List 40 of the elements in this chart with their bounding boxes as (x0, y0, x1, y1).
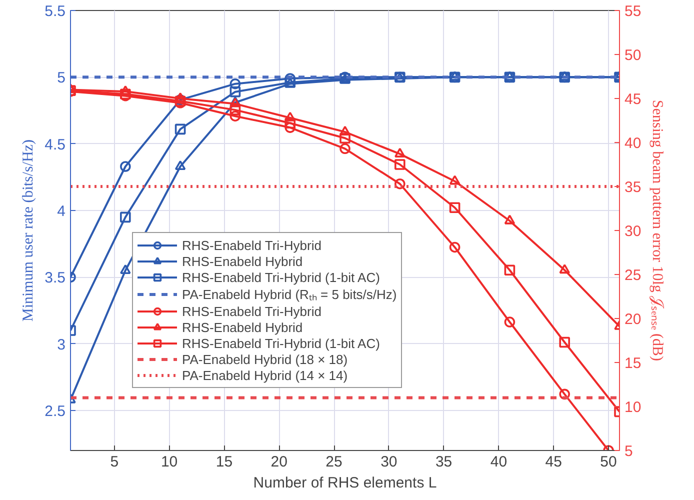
x-tick-label: 40 (490, 454, 508, 470)
y2-tick-label: 35 (624, 179, 642, 196)
x-tick-label: 45 (545, 454, 562, 470)
y2-tick-label: 30 (624, 223, 642, 240)
legend-label: PA-Enabeld Hybrid (Rₜₕ = 5 bits/s/Hz) (182, 286, 397, 303)
x-axis-title: Number of RHS elements L (253, 474, 437, 492)
x-tick-label: 20 (270, 454, 288, 470)
y2-tick-label: 45 (624, 91, 642, 108)
y2-tick-label: 25 (624, 267, 642, 284)
y-axis-title: Minimum user rate (bits/s/Hz) (20, 139, 37, 322)
y2-axis-title: Sensing beam pattern error 10lg 𝒥ₛₑₙₛₑ (dB) (649, 100, 666, 362)
y2-tick-label: 55 (624, 3, 642, 20)
x-tick-label: 30 (380, 454, 398, 470)
y2-tick-label: 50 (624, 47, 642, 64)
y-tick-label: 4.5 (44, 136, 66, 154)
x-tick-label: 5 (110, 454, 119, 470)
y2-tick-label: 40 (624, 135, 642, 152)
y-tick-label: 3 (57, 336, 66, 354)
legend-label: RHS-Enabeld Hybrid (182, 253, 303, 269)
y-tick-label: 3.5 (44, 270, 66, 287)
legend-label: RHS-Enabeld Tri-Hybrid (1-bit AC) (182, 335, 380, 351)
y2-tick-label: 20 (624, 311, 642, 328)
legend-label: RHS-Enabeld Tri-Hybrid (1-bit AC) (182, 269, 380, 285)
legend-label: RHS-Enabeld Tri-Hybrid (182, 237, 322, 253)
y2-tick-label: 10 (624, 399, 642, 416)
legend-label: PA-Enabeld Hybrid (14 × 14) (182, 367, 348, 383)
y-tick-label: 5 (57, 70, 66, 87)
x-tick-label: 15 (216, 454, 233, 470)
x-tick-label: 25 (326, 454, 342, 470)
x-tick-label: 50 (600, 454, 617, 470)
legend-label: RHS-Enabeld Tri-Hybrid (182, 303, 322, 319)
legend-label: RHS-Enabeld Hybrid (182, 319, 303, 335)
y-tick-label: 4 (57, 203, 66, 220)
y-tick-label: 2.5 (44, 403, 66, 420)
legend-label: PA-Enabeld Hybrid (18 × 18) (182, 351, 348, 367)
x-tick-label: 35 (435, 454, 452, 470)
x-tick-label: 10 (160, 454, 178, 470)
y-tick-label: 5.5 (44, 3, 66, 20)
y2-tick-label: 15 (624, 355, 642, 372)
y2-tick-label: 5 (624, 443, 633, 460)
